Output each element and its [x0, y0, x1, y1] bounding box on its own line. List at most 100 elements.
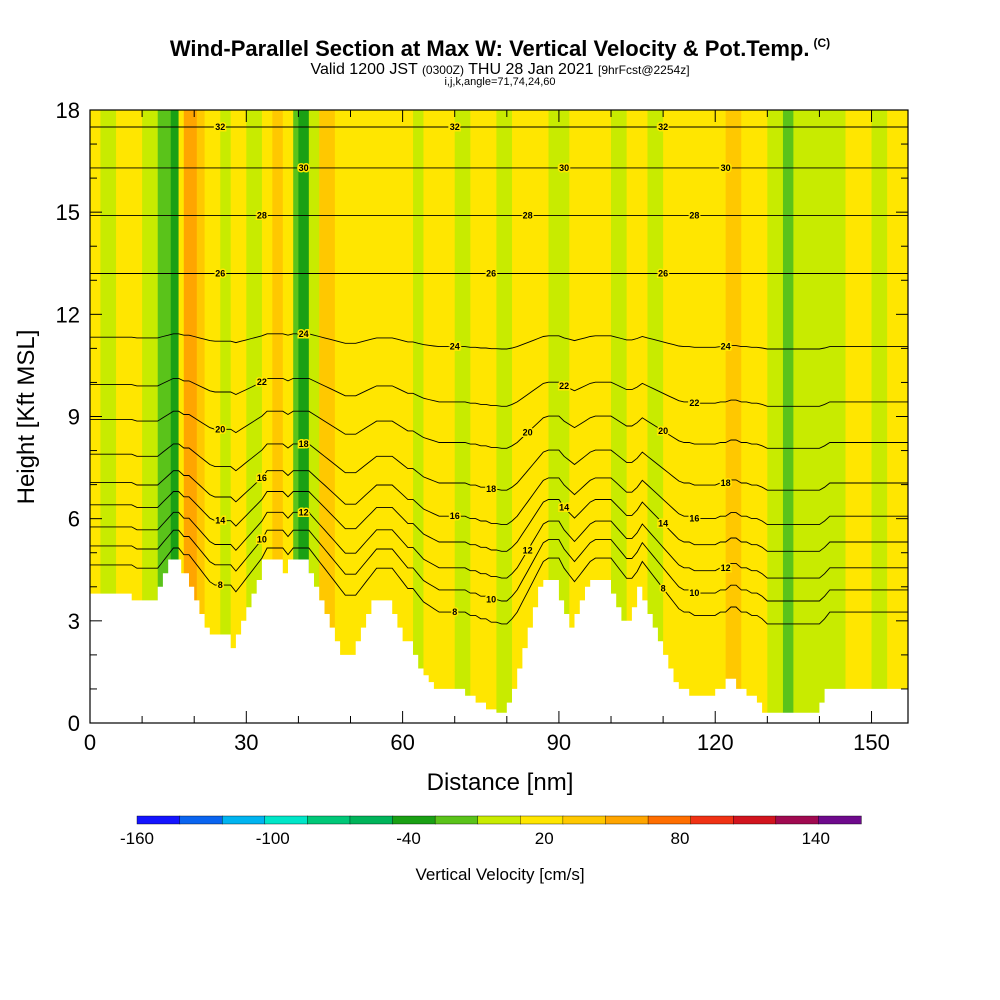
velocity-band — [782, 110, 794, 723]
contour-label: 14 — [559, 502, 569, 512]
contour-label: 32 — [450, 122, 460, 132]
forecast-info: [9hrFcst@2254z] — [597, 63, 690, 77]
contour-label: 24 — [721, 342, 731, 352]
contour-label: 28 — [523, 211, 533, 221]
colorbar-segment — [179, 815, 223, 825]
contour-label: 20 — [523, 428, 533, 438]
valid-time: Valid 1200 JST — [310, 61, 418, 78]
colorbar-segment — [349, 815, 394, 825]
y-tick-label: 12 — [56, 302, 80, 327]
velocity-band — [308, 110, 320, 723]
y-tick-label: 15 — [56, 200, 80, 225]
theta-contour — [90, 547, 908, 625]
x-tick-label: 30 — [234, 730, 258, 755]
contour-label: 30 — [721, 163, 731, 173]
colorbar-tick-label: -160 — [120, 829, 154, 848]
velocity-band — [793, 110, 846, 723]
velocity-band — [663, 110, 727, 723]
velocity-band — [261, 110, 273, 723]
contour-label: 32 — [215, 122, 225, 132]
contour-label: 26 — [658, 268, 668, 278]
contour-label: 28 — [689, 211, 699, 221]
x-tick-label: 0 — [84, 730, 96, 755]
contour-label: 20 — [215, 424, 225, 434]
velocity-band — [100, 110, 117, 723]
colorbar-segment — [818, 815, 862, 825]
velocity-band — [454, 110, 471, 723]
plot-area: 8 8 8 10 10 10 12 12 12 14 14 14 16 16 16 18 18 18 20 20 20 2… — [90, 110, 908, 723]
x-tick-label: 120 — [697, 730, 734, 755]
velocity-band — [647, 110, 664, 723]
velocity-band — [170, 110, 180, 723]
velocity-band — [423, 110, 456, 723]
colorbar-segment — [136, 815, 181, 825]
colorbar-tick-label: -100 — [256, 829, 290, 848]
velocity-band — [196, 110, 206, 723]
colorbar-tick-label: -40 — [396, 829, 421, 848]
colorbar-tick-label: 140 — [802, 829, 830, 848]
contour-label: 8 — [218, 580, 223, 590]
velocity-band — [282, 110, 294, 723]
contour-label: 8 — [661, 583, 666, 593]
x-tick-label: 90 — [547, 730, 571, 755]
colorbar-title: Vertical Velocity [cm/s] — [415, 865, 584, 884]
theta-contour — [90, 333, 908, 350]
colorbar-segment — [520, 815, 564, 825]
velocity-band — [319, 110, 336, 723]
colorbar-segment — [264, 815, 308, 825]
x-axis-title: Distance [nm] — [427, 769, 574, 796]
theta-contour — [90, 443, 908, 491]
x-tick-label: 150 — [853, 730, 890, 755]
contour-label: 12 — [523, 545, 533, 555]
contour-label: 8 — [452, 607, 457, 617]
velocity-band — [741, 110, 768, 723]
contour-label: 30 — [559, 163, 569, 173]
contour-label: 26 — [215, 268, 225, 278]
colorbar-segment — [562, 815, 607, 825]
y-axis-title: Height [Kft MSL] — [13, 330, 40, 505]
velocity-band — [178, 110, 185, 723]
contour-label: 16 — [450, 511, 460, 521]
contour-label: 16 — [257, 473, 267, 483]
contour-label: 10 — [689, 588, 699, 598]
contour-label: 30 — [299, 163, 309, 173]
contour-label: 20 — [658, 426, 668, 436]
velocity-band — [272, 110, 284, 723]
terrain — [90, 559, 908, 723]
velocity-band — [725, 110, 742, 723]
colorbar-segment — [690, 815, 734, 825]
contour-label: 18 — [486, 484, 496, 494]
y-tick-label: 9 — [68, 405, 80, 430]
theta-contour — [90, 377, 908, 407]
velocity-band — [496, 110, 513, 723]
theta-contour — [90, 511, 908, 579]
y-tick-label: 18 — [56, 98, 80, 123]
theta-contour — [90, 529, 908, 602]
colorbar-tick-label: 80 — [671, 829, 690, 848]
contour-label: 16 — [689, 514, 699, 524]
theta-contour — [90, 410, 908, 449]
y-tick-label: 3 — [68, 609, 80, 634]
contour-label: 24 — [299, 329, 309, 339]
velocity-band — [611, 110, 628, 723]
colorbar-segment — [307, 815, 351, 825]
contour-label: 22 — [689, 398, 699, 408]
contour-label: 10 — [486, 594, 496, 604]
chart-subtitle: Valid 1200 JST (0300Z) THU 28 Jan 2021 [… — [0, 61, 1000, 79]
velocity-band — [204, 110, 221, 723]
chart-title-text: Wind-Parallel Section at Max W: Vertical… — [169, 36, 810, 61]
contour-label: 14 — [215, 516, 225, 526]
colorbar-segment — [733, 815, 777, 825]
copyright-mark: (C) — [813, 36, 831, 50]
section-params: i,j,k,angle=71,74,24,60 — [444, 76, 556, 88]
velocity-band — [246, 110, 263, 723]
theta-contour — [90, 470, 908, 526]
colorbar-segment — [647, 815, 692, 825]
contour-label: 22 — [559, 381, 569, 391]
theta-contour — [90, 491, 908, 552]
colorbar-segment — [221, 815, 266, 825]
colorbar: -160 -100 -40 20 80 140 — [120, 815, 862, 848]
contour-label: 28 — [257, 211, 267, 221]
contour-label: 22 — [257, 377, 267, 387]
